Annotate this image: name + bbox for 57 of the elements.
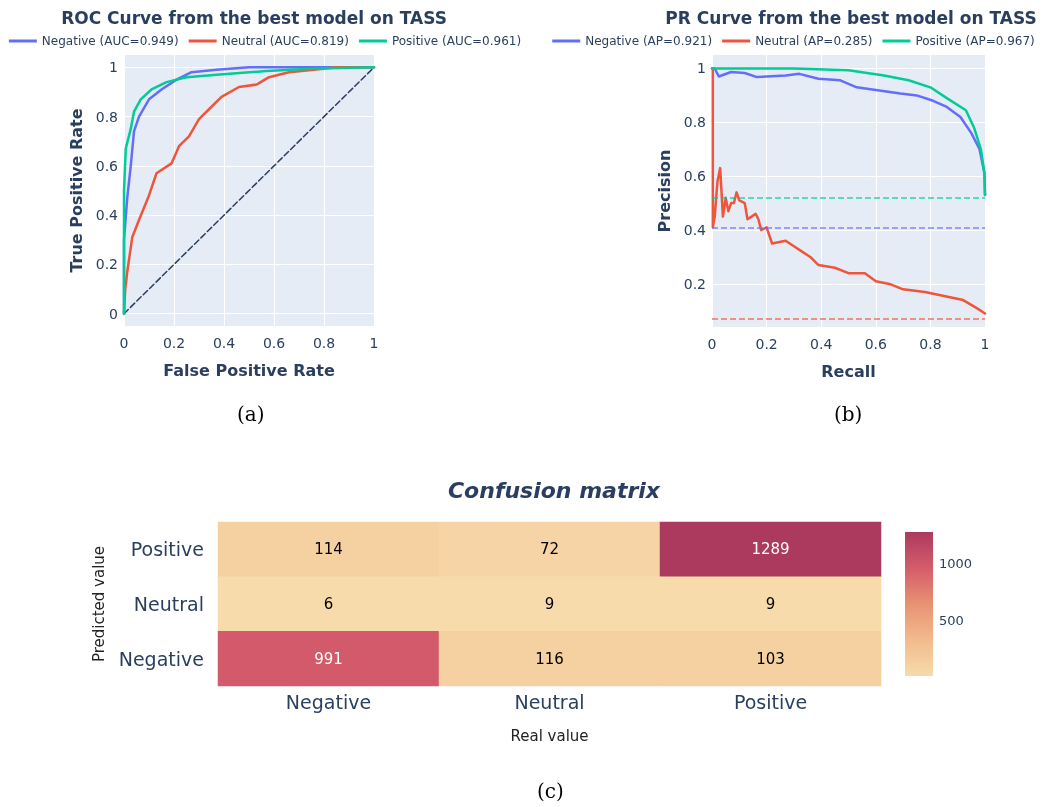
y-tick-label: 0 <box>109 305 118 322</box>
y-tick-label: Neutral <box>133 593 204 615</box>
data-label: 9 <box>544 595 555 613</box>
data-label: 991 <box>314 649 343 668</box>
x-tick-label: 0.8 <box>919 336 942 352</box>
y-axis-title: Predicted value <box>89 545 108 663</box>
y-tick-label: 1 <box>109 59 118 76</box>
x-tick-label: 0.4 <box>212 335 236 351</box>
y-tick-label: 0.4 <box>683 222 707 239</box>
data-label: 1289 <box>751 540 790 559</box>
x-axis-title: Real value <box>510 726 589 745</box>
y-tick-label: 0.8 <box>683 114 706 131</box>
y-tick-label: 0.2 <box>95 256 118 273</box>
chart-title: ROC Curve from the best model on TASS <box>61 7 447 28</box>
y-tick-label: 1 <box>697 60 706 77</box>
text: (c) <box>537 779 564 803</box>
x-tick-label: 0.6 <box>864 336 888 352</box>
x-tick-label: 1 <box>369 335 379 351</box>
x-tick-label: Neutral <box>514 690 585 713</box>
x-tick-label: 1 <box>980 336 990 352</box>
data-label: 114 <box>314 540 343 559</box>
y-tick-label: Negative <box>118 647 204 670</box>
x-tick-label: Negative <box>285 690 372 713</box>
chart-title: Confusion matrix <box>447 477 661 503</box>
y-tick-label: 0.4 <box>95 207 119 224</box>
text: (b) <box>834 402 863 426</box>
data-label: 72 <box>539 540 560 559</box>
legend-label: Positive (AP=0.967) <box>915 34 1035 48</box>
text: (a) <box>237 402 265 426</box>
y-axis-title: Precision <box>654 149 674 233</box>
legend-label: Neutral (AP=0.285) <box>755 34 873 48</box>
data-label: 9 <box>765 595 776 613</box>
x-axis-title: False Positive Rate <box>163 360 335 380</box>
y-tick-label: 0.6 <box>683 168 707 185</box>
chart-title: PR Curve from the best model on TASS <box>665 7 1037 28</box>
y-tick-label: Positive <box>130 538 204 561</box>
x-tick-label: 0 <box>119 335 129 351</box>
y-tick-label: 0.6 <box>95 157 119 174</box>
y-tick-label: 0.8 <box>95 108 118 125</box>
data-label: 6 <box>323 595 334 613</box>
x-tick-label: 0.2 <box>755 336 778 352</box>
legend-label: Negative (AUC=0.949) <box>41 34 179 48</box>
legend-label: Neutral (AUC=0.819) <box>221 34 349 48</box>
legend-label: Positive (AUC=0.961) <box>391 34 522 48</box>
x-axis-title: Recall <box>821 361 876 381</box>
color-bar-label: 500 <box>939 612 964 628</box>
y-tick-label: 0.2 <box>683 275 706 292</box>
data-label: 116 <box>535 649 564 668</box>
x-tick-label: 0 <box>707 336 717 352</box>
x-tick-label: Positive <box>733 690 808 713</box>
data-label: 103 <box>756 649 785 668</box>
color-bar-label: 1000 <box>939 556 973 572</box>
legend-label: Negative (AP=0.921) <box>585 34 713 48</box>
x-tick-label: 0.8 <box>312 335 336 351</box>
y-axis-title: True Positive Rate <box>66 108 86 273</box>
x-tick-label: 0.4 <box>810 336 833 352</box>
x-tick-label: 0.6 <box>262 335 286 351</box>
